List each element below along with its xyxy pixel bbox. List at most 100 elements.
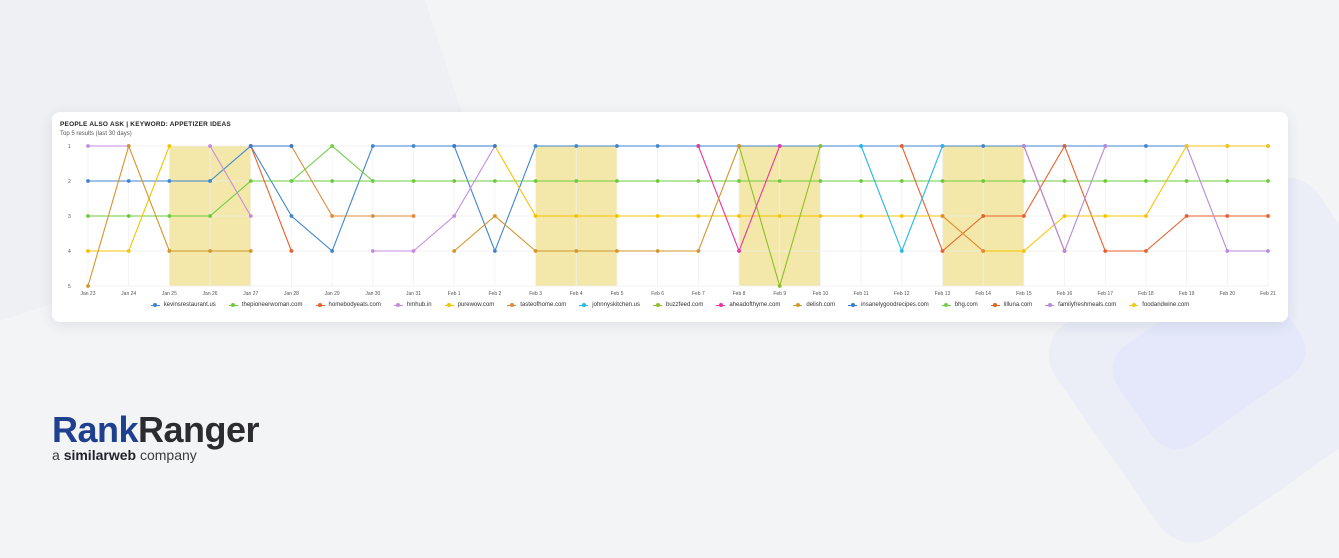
data-point-delish-com: [492, 214, 497, 218]
data-point-thepioneerwoman-com: [126, 214, 131, 218]
legend-item[interactable]: hmhub.in: [393, 302, 432, 308]
data-point-tasteofhome-com: [981, 249, 986, 253]
data-point-purewow-com: [1062, 214, 1067, 218]
data-point-kevinsrestaurant-us: [411, 144, 416, 148]
x-tick-label: Feb 8: [733, 291, 746, 297]
legend-item[interactable]: familyfreshmeals.com: [1045, 302, 1116, 308]
data-point-kevinsrestaurant-us: [492, 249, 497, 253]
data-point-purewow-com: [655, 214, 660, 218]
legend-swatch-icon: [716, 302, 726, 308]
legend-item[interactable]: purewow.com: [444, 302, 495, 308]
legend-swatch-icon: [653, 302, 662, 308]
data-point-kevinsrestaurant-us: [574, 144, 579, 148]
data-point-hmhub-in: [411, 249, 416, 253]
data-point-purewow-com: [899, 214, 904, 218]
data-point-thepioneerwoman-com: [737, 179, 741, 183]
legend-swatch-icon: [228, 302, 238, 308]
legend-item[interactable]: bhg.com: [941, 302, 978, 308]
data-point-thepioneerwoman-com: [330, 179, 335, 183]
data-point-kevinsrestaurant-us: [615, 144, 619, 148]
data-point-delish-com: [655, 249, 660, 253]
data-point-kevinsrestaurant-us: [370, 144, 375, 148]
y-tick-label: 5: [68, 284, 71, 290]
legend-item[interactable]: delish.com: [793, 302, 835, 308]
x-tick-label: Feb 10: [813, 291, 829, 297]
data-point-buzzfeed-com: [818, 144, 823, 148]
data-point-thepioneerwoman-com: [1266, 179, 1270, 183]
data-point-kevinsrestaurant-us: [330, 249, 335, 253]
x-tick-label: Feb 4: [570, 291, 583, 297]
x-tick-label: Jan 31: [406, 291, 421, 297]
x-tick-label: Feb 19: [1179, 291, 1195, 297]
legend-item[interactable]: insanelygoodrecipes.com: [848, 302, 929, 308]
x-tick-label: Feb 16: [1057, 291, 1073, 297]
data-point-purewow-com: [126, 249, 131, 253]
series-line-delish-com: [453, 145, 740, 252]
logo-ranger: Ranger: [138, 409, 260, 450]
data-point-bhg-com: [330, 144, 335, 148]
data-point-delish-com: [86, 284, 90, 288]
data-point-delish-com: [126, 144, 131, 148]
legend-item[interactable]: johnnyskitchen.us: [579, 302, 640, 308]
data-point-thepioneerwoman-com: [859, 179, 864, 183]
legend-item[interactable]: tasteofhome.com: [507, 302, 566, 308]
x-tick-label: Feb 5: [611, 291, 624, 297]
x-tick-label: Feb 12: [894, 291, 910, 297]
data-point-thepioneerwoman-com: [86, 214, 90, 218]
data-point-purewow-com: [167, 144, 172, 148]
legend-item[interactable]: buzzfeed.com: [653, 302, 703, 308]
data-point-thepioneerwoman-com: [574, 179, 579, 183]
x-tick-label: Feb 1: [448, 291, 461, 297]
x-tick-label: Feb 18: [1138, 291, 1154, 297]
data-point-kevinsrestaurant-us: [533, 144, 538, 148]
legend-item[interactable]: aheadofthyme.com: [716, 302, 780, 308]
data-point-delish-com: [574, 249, 579, 253]
legend-item[interactable]: kevinsrestaurant.us: [150, 302, 216, 308]
data-point-insanelygoodrecipes-com: [492, 144, 497, 148]
legend-swatch-icon: [507, 302, 517, 308]
legend-label: thepioneerwoman.com: [241, 302, 303, 308]
legend-item[interactable]: foodandwine.com: [1129, 302, 1189, 308]
data-point-purewow-com: [818, 214, 823, 218]
x-tick-label: Feb 9: [773, 291, 786, 297]
legend-item[interactable]: homebodyeats.com: [315, 302, 381, 308]
x-tick-label: Feb 13: [935, 291, 951, 297]
legend-label: purewow.com: [457, 302, 495, 308]
data-point-kevinsrestaurant-us: [86, 179, 90, 183]
x-tick-label: Feb 6: [651, 291, 664, 297]
data-point-thepioneerwoman-com: [981, 179, 986, 183]
data-point-insanelygoodrecipes-com: [452, 144, 457, 148]
data-point-thepioneerwoman-com: [452, 179, 457, 183]
x-tick-label: Jan 25: [162, 291, 177, 297]
data-point-homebodyeats-com: [899, 144, 904, 148]
data-point-thepioneerwoman-com: [777, 179, 782, 183]
data-point-homebodyeats-com: [1103, 249, 1108, 253]
legend-item[interactable]: thepioneerwoman.com: [228, 302, 303, 308]
legend-swatch-icon: [848, 302, 858, 308]
data-point-tasteofhome-com: [411, 214, 416, 218]
legend-label: johnnyskitchen.us: [592, 302, 640, 308]
data-point-purewow-com: [1144, 214, 1148, 218]
data-point-tasteofhome-com: [370, 214, 375, 218]
data-point-homebodyeats-com: [1184, 214, 1189, 218]
data-point-homebodyeats-com: [1144, 249, 1148, 253]
series-line-homebodyeats-com: [250, 145, 292, 252]
data-point-purewow-com: [615, 214, 619, 218]
data-point-hmhub-in: [370, 249, 375, 253]
data-point-homebodyeats-com: [289, 249, 294, 253]
data-point-thepioneerwoman-com: [899, 179, 904, 183]
legend-item[interactable]: lilluna.com: [990, 302, 1032, 308]
legend-swatch-icon: [315, 302, 325, 308]
data-point-johnnyskitchen-us: [859, 144, 864, 148]
data-point-hmhub-in: [452, 214, 457, 218]
legend-label: familyfreshmeals.com: [1058, 302, 1117, 308]
data-point-thepioneerwoman-com: [533, 179, 538, 183]
data-point-homebodyeats-com: [1021, 214, 1026, 218]
data-point-thepioneerwoman-com: [492, 179, 497, 183]
series-line-purewow-com: [494, 145, 1188, 252]
data-point-delish-com: [452, 249, 457, 253]
data-point-hmhub-in: [248, 214, 253, 218]
data-point-thepioneerwoman-com: [1103, 179, 1108, 183]
data-point-tasteofhome-com: [940, 214, 945, 218]
data-point-foodandwine-com: [1266, 144, 1270, 148]
